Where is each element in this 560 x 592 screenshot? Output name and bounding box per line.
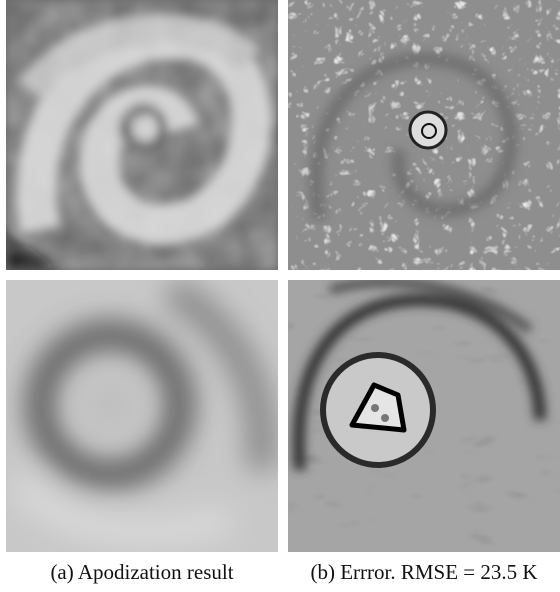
caption: (b) Errror. RMSE = 23.5 K — [288, 560, 560, 585]
image-error-map — [288, 0, 560, 270]
figure-images — [0, 0, 560, 556]
figure-page: (a) Apodization result (b) Errror. RMSE … — [0, 0, 560, 592]
image-reconstruction — [6, 0, 278, 270]
image-error-zoom — [288, 280, 560, 552]
caption: (a) Apodization result — [6, 560, 278, 585]
image-apodization-zoom — [6, 280, 278, 552]
